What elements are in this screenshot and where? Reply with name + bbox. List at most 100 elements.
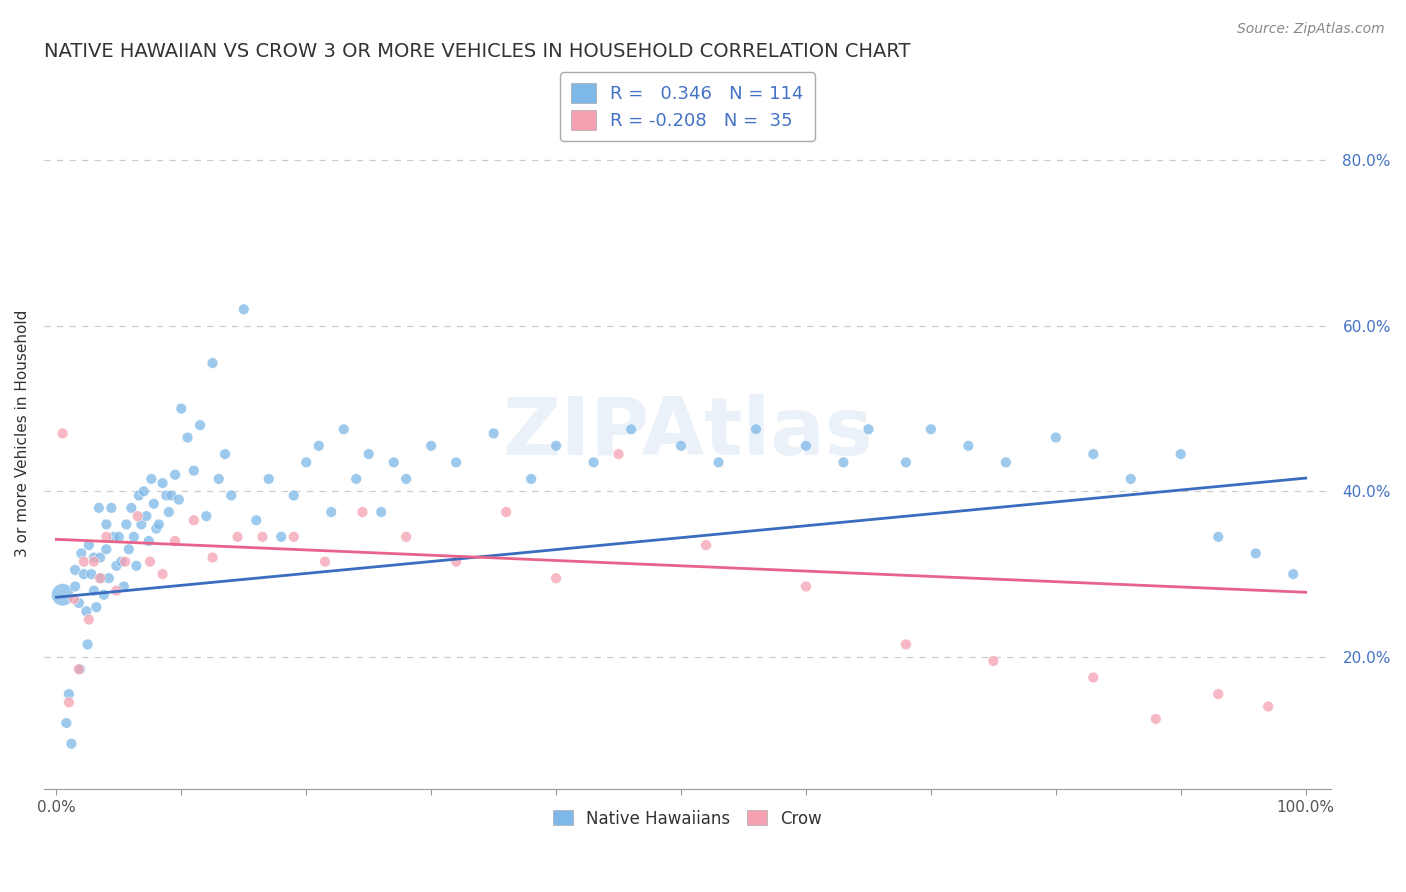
Point (127, 509, 149, 524)
Point (86, 600, 108, 615)
Point (444, 555, 467, 569)
Point (160, 488, 183, 502)
Point (110, 555, 132, 569)
Point (444, 455, 467, 469)
Point (794, 579, 817, 593)
Text: ZIPAtlas: ZIPAtlas (502, 394, 873, 473)
Point (105, 583, 128, 598)
Point (344, 472, 367, 486)
Point (89, 550, 111, 565)
Point (183, 464, 205, 478)
Point (87, 500, 110, 515)
Point (1257, 699, 1279, 714)
Point (201, 356, 224, 370)
Point (69, 662, 91, 676)
Point (232, 302, 254, 317)
Point (67, 596, 90, 610)
Point (620, 422, 643, 436)
Point (283, 530, 305, 544)
Point (920, 422, 942, 436)
Point (75, 604, 97, 618)
Point (195, 509, 218, 524)
Point (96, 530, 118, 544)
Point (208, 472, 231, 486)
Text: NATIVE HAWAIIAN VS CROW 3 OR MORE VEHICLES IN HOUSEHOLD CORRELATION CHART: NATIVE HAWAIIAN VS CROW 3 OR MORE VEHICL… (44, 42, 911, 61)
Point (60, 737, 83, 751)
Point (96, 542, 118, 557)
Point (90, 571, 112, 585)
Point (894, 455, 917, 469)
Point (370, 505, 392, 519)
Legend: Native Hawaiians, Crow: Native Hawaiians, Crow (546, 803, 828, 834)
Point (122, 530, 145, 544)
Point (80, 567, 103, 582)
Point (832, 455, 855, 469)
Point (1119, 472, 1142, 486)
Point (188, 418, 211, 433)
Point (55, 716, 77, 731)
Point (167, 492, 190, 507)
Point (270, 530, 292, 544)
Point (546, 439, 568, 453)
Point (695, 538, 717, 552)
Point (1083, 671, 1105, 685)
Point (352, 505, 374, 519)
Point (63, 563, 86, 577)
Point (112, 579, 135, 593)
Point (105, 558, 128, 573)
Point (745, 422, 768, 436)
Point (994, 455, 1017, 469)
Point (131, 517, 153, 532)
Point (420, 439, 443, 453)
Point (73, 567, 96, 582)
Point (1282, 567, 1305, 582)
Point (170, 401, 193, 416)
Point (1206, 687, 1229, 701)
Point (89, 571, 111, 585)
Point (321, 505, 343, 519)
Point (520, 472, 543, 486)
Point (308, 439, 330, 453)
Point (93, 588, 115, 602)
Point (183, 513, 205, 527)
Point (138, 533, 160, 548)
Point (70, 546, 93, 560)
Point (314, 555, 336, 569)
Point (148, 517, 170, 532)
Point (332, 422, 354, 436)
Point (139, 555, 162, 569)
Point (58, 687, 80, 701)
Point (669, 439, 692, 453)
Point (382, 455, 405, 469)
Point (201, 550, 224, 565)
Point (118, 542, 141, 557)
Point (96, 517, 118, 532)
Point (546, 571, 568, 585)
Point (83, 583, 105, 598)
Point (132, 484, 155, 499)
Point (495, 505, 517, 519)
Point (135, 509, 157, 524)
Point (125, 558, 148, 573)
Point (858, 422, 880, 436)
Point (76, 637, 98, 651)
Point (115, 517, 138, 532)
Point (482, 426, 505, 441)
Point (128, 488, 150, 502)
Y-axis label: 3 or more Vehicles in Household: 3 or more Vehicles in Household (15, 310, 30, 558)
Point (83, 550, 105, 565)
Point (1206, 530, 1229, 544)
Point (77, 613, 100, 627)
Point (257, 472, 280, 486)
Point (226, 530, 249, 544)
Point (58, 695, 80, 709)
Point (1170, 447, 1192, 461)
Point (983, 654, 1005, 668)
Point (52, 588, 75, 602)
Point (155, 488, 177, 502)
Point (1045, 431, 1067, 445)
Point (141, 472, 163, 486)
Point (103, 530, 125, 544)
Point (165, 467, 187, 482)
Point (245, 513, 267, 527)
